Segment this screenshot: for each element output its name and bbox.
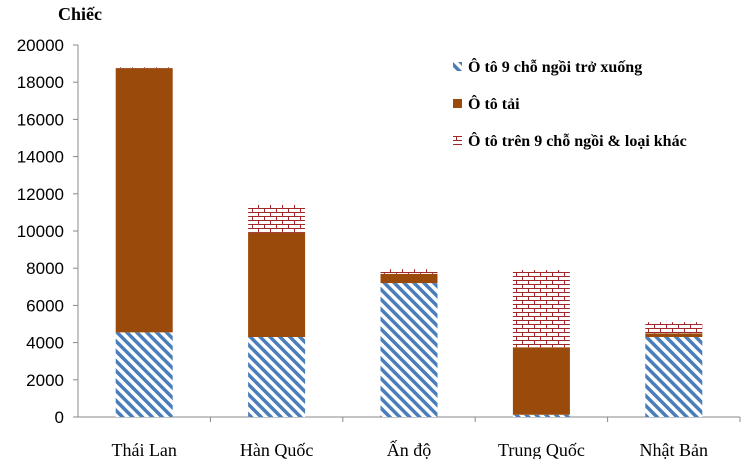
bar-trucks-3 [512, 347, 570, 415]
x-tick-label: Nhật Bản [640, 440, 708, 459]
bar-cars-4 [645, 337, 703, 417]
legend-label-series-2: Ô tô trên 9 chỗ ngồi & loại khác [468, 131, 687, 150]
bar-cars-3 [512, 414, 570, 417]
legend-swatch-series-1 [453, 99, 462, 108]
y-tick-label: 0 [55, 408, 64, 427]
y-tick-label: 2000 [26, 371, 64, 390]
bar-cars-2 [380, 283, 438, 417]
bar-trucks-1 [248, 232, 306, 338]
x-tick-label: Hàn Quốc [240, 440, 313, 459]
y-axis-label: Chiếc [58, 4, 102, 24]
y-tick-label: 14000 [17, 148, 64, 167]
y-tick-label: 16000 [17, 110, 64, 129]
legend-label-series-1: Ô tô tải [468, 94, 520, 113]
bar-cars-0 [115, 332, 173, 417]
bar-trucks-0 [115, 68, 173, 333]
x-tick-label: Trung Quốc [498, 440, 585, 459]
bars [115, 67, 703, 417]
x-tick-label: Thái Lan [111, 440, 176, 459]
y-tick-label: 4000 [26, 334, 64, 353]
bar-trucks-4 [645, 333, 703, 338]
y-tick-label: 20000 [17, 36, 64, 55]
x-tick-labels: Thái Lan Hàn Quốc Ấn độ Trung Quốc Nhật Bản [111, 417, 741, 459]
y-tick-label: 6000 [26, 296, 64, 315]
y-tick-label: 18000 [17, 73, 64, 92]
bar-cars-1 [248, 337, 306, 417]
y-tick-label: 12000 [17, 185, 64, 204]
legend-swatch-series-2 [453, 136, 462, 145]
bar-buses-other-0 [115, 67, 173, 69]
bar-buses-other-2 [380, 269, 438, 274]
y-ticks: 0 2000 4000 6000 8000 10000 12000 14000 16000 180… [17, 36, 78, 427]
bar-buses-other-4 [645, 322, 703, 334]
y-tick-label: 8000 [26, 259, 64, 278]
legend-label-series-0: Ô tô 9 chỗ ngồi trở xuống [468, 57, 642, 76]
legend: Ô tô 9 chỗ ngồi trở xuống Ô tô tải Ô tô … [453, 57, 687, 150]
bar-buses-other-1 [248, 204, 306, 233]
legend-swatch-series-0 [453, 62, 462, 71]
bar-trucks-2 [380, 273, 438, 284]
y-tick-label: 10000 [17, 222, 64, 241]
bar-buses-other-3 [512, 270, 570, 348]
x-tick-label: Ấn độ [387, 439, 432, 459]
